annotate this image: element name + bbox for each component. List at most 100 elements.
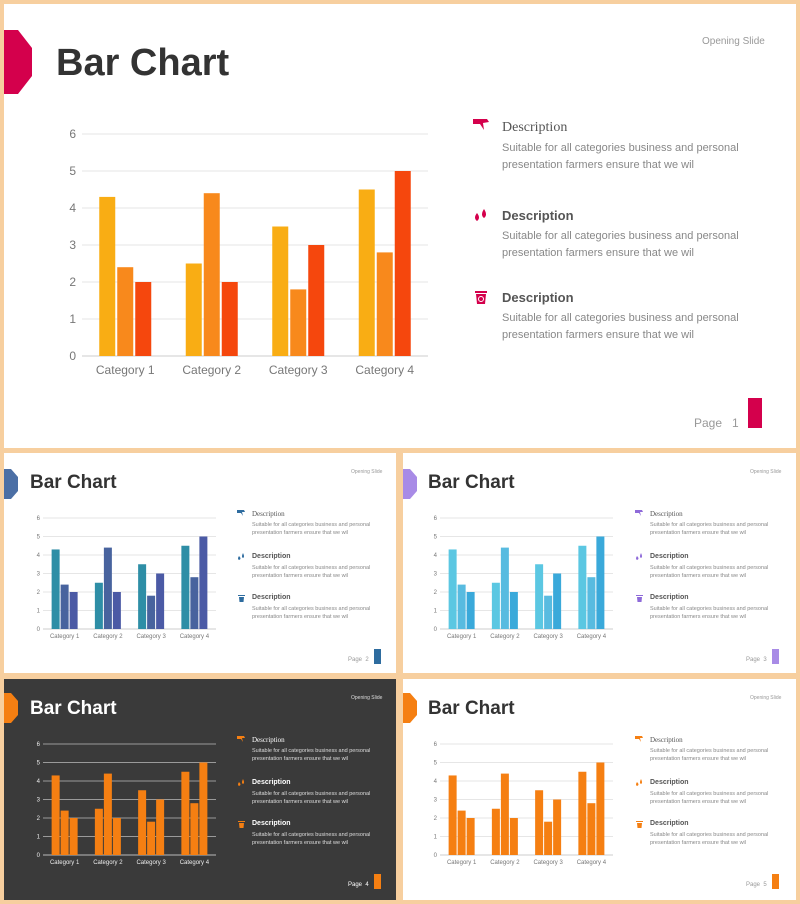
x-tick-label: Category 2	[93, 634, 123, 640]
bar	[147, 821, 156, 855]
bar	[448, 549, 457, 629]
plot-area	[82, 133, 428, 357]
speech-flag-icon	[237, 736, 245, 742]
bar	[156, 799, 165, 855]
x-tick-label: Category 4	[180, 860, 210, 866]
description-text: Suitable for all categories business and…	[502, 230, 739, 242]
description-heading: Description	[252, 820, 291, 827]
bar	[578, 545, 587, 629]
x-tick-labels: Category 1 Category 2 Category 3 Categor…	[447, 634, 607, 640]
accent-tab	[4, 30, 32, 94]
opening-slide-label: Opening Slide	[750, 469, 782, 475]
opening-slide-label: Opening Slide	[351, 695, 383, 701]
bar	[135, 282, 152, 356]
description-item: Description Suitable for all categories …	[237, 593, 387, 623]
y-tick-label: 4	[434, 779, 438, 785]
x-tick-label: Category 1	[50, 634, 80, 640]
x-tick-label: Category 3	[533, 860, 563, 866]
opening-slide-label: Opening Slide	[750, 695, 782, 701]
y-tick-label: 5	[434, 761, 438, 767]
page-number: 3	[763, 657, 767, 663]
description-heading: Description	[650, 779, 689, 786]
page-number: 1	[732, 416, 739, 430]
page-number: 2	[365, 657, 369, 663]
x-tick-label: Category 1	[96, 363, 155, 377]
page-number: 4	[365, 882, 369, 888]
y-tick-labels: 0 1 2 3 4 5 6	[37, 742, 41, 859]
y-tick-label: 4	[434, 553, 438, 559]
description-text: presentation farmers ensure that we wil	[252, 756, 348, 762]
y-tick-label: 0	[37, 853, 41, 859]
bar-chart: 0 1 2 3 4 5 6 Category 1 Category 2 Cate…	[37, 516, 216, 640]
page-indicator: Page 1	[694, 416, 739, 430]
page-word: Page	[348, 657, 363, 663]
bar	[596, 762, 605, 855]
bar	[500, 773, 509, 855]
description-text: Suitable for all categories business and…	[650, 832, 769, 838]
bar	[203, 193, 220, 356]
bar	[112, 592, 121, 629]
y-tick-label: 1	[69, 312, 76, 326]
bar-chart: 0 1 2 3 4 5 6 Category 1 Category 2 Cate…	[434, 742, 613, 866]
description-item: Description Suitable for all categories …	[635, 819, 785, 849]
droplets-icon	[636, 553, 642, 560]
bar	[457, 584, 466, 629]
page-marker	[748, 398, 762, 428]
accent-tab-shape	[403, 693, 417, 723]
plot-area	[440, 517, 613, 630]
bar	[199, 536, 208, 629]
bar	[448, 775, 457, 855]
speech-flag-icon	[635, 510, 643, 516]
x-tick-label: Category 2	[93, 860, 123, 866]
y-tick-label: 5	[37, 535, 41, 541]
slide-1: Bar Chart Opening Slide 0 1 2 3 4 5 6 Ca…	[4, 4, 796, 448]
description-heading: Description	[252, 553, 291, 560]
page-indicator: Page 5	[746, 882, 767, 888]
x-tick-label: Category 1	[447, 634, 477, 640]
description-item: Description Suitable for all categories …	[237, 552, 387, 582]
page-title: Bar Chart	[428, 698, 515, 719]
plot-area	[43, 743, 216, 856]
y-tick-label: 1	[37, 609, 41, 615]
x-tick-label: Category 2	[490, 634, 520, 640]
bar	[544, 821, 553, 855]
bar	[587, 577, 596, 629]
y-tick-label: 0	[434, 627, 438, 633]
description-heading: Description	[650, 553, 689, 560]
y-tick-labels: 0 1 2 3 4 5 6	[434, 742, 438, 859]
recycle-bin-icon	[636, 821, 643, 828]
slide-2: Bar Chart Opening Slide 0 1 2 3 4 5 6 Ca…	[4, 453, 396, 673]
page-indicator: Page 3	[746, 657, 767, 663]
y-tick-label: 6	[69, 127, 76, 141]
y-tick-label: 1	[434, 835, 438, 841]
y-tick-label: 1	[434, 609, 438, 615]
bar	[69, 818, 78, 855]
speech-flag-icon	[473, 119, 489, 130]
description-text: Suitable for all categories business and…	[252, 791, 371, 797]
plot-area	[440, 743, 613, 856]
bar	[587, 803, 596, 855]
description-heading: Description	[252, 594, 291, 601]
description-item: Description Suitable for all categories …	[237, 735, 387, 765]
x-tick-label: Category 4	[577, 634, 607, 640]
bar	[181, 545, 190, 629]
y-tick-label: 4	[69, 201, 76, 215]
y-tick-label: 2	[434, 816, 438, 822]
description-text: presentation farmers ensure that we wil	[650, 840, 746, 846]
y-tick-label: 2	[37, 590, 41, 596]
x-tick-labels: Category 1 Category 2 Category 3 Categor…	[50, 860, 210, 866]
bar	[147, 595, 156, 629]
bar	[103, 547, 112, 629]
y-tick-label: 5	[434, 535, 438, 541]
bar	[112, 818, 121, 855]
description-text: presentation farmers ensure that we wil	[502, 247, 694, 259]
description-item: Description Suitable for all categories …	[635, 509, 785, 539]
bar	[394, 171, 411, 356]
description-text: Suitable for all categories business and…	[252, 832, 371, 838]
page-marker	[374, 874, 381, 889]
bar	[308, 245, 325, 356]
y-tick-label: 6	[37, 742, 41, 748]
bar	[51, 775, 60, 855]
bar	[466, 818, 475, 855]
bar	[94, 582, 103, 629]
